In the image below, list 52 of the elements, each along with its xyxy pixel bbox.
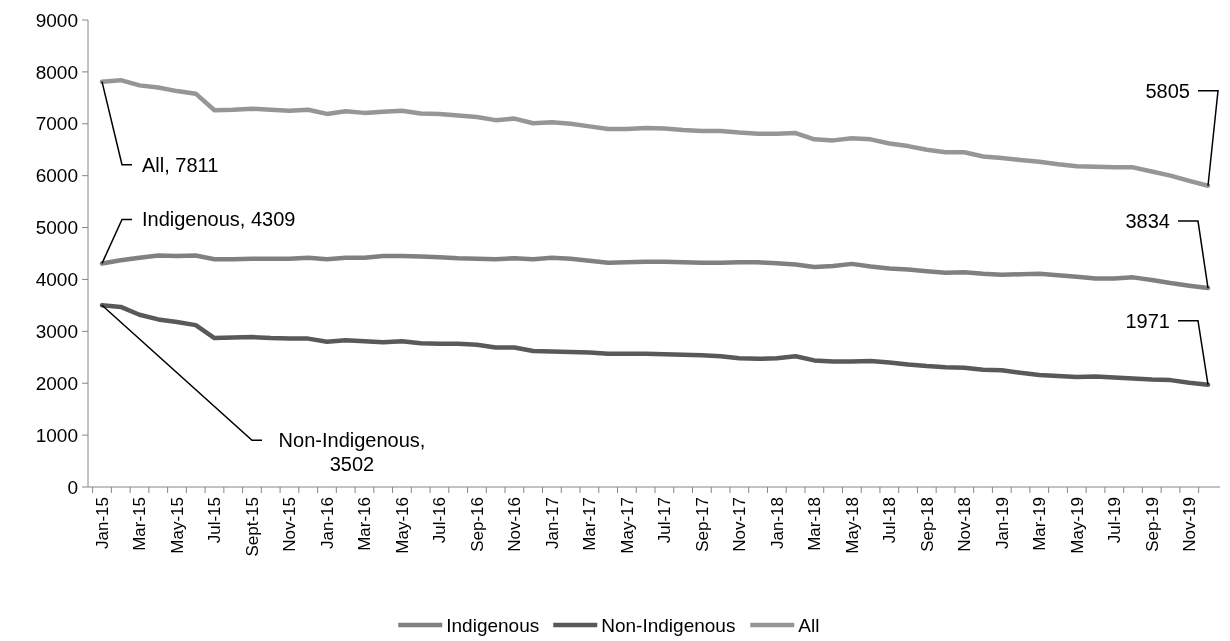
data-label: 5805 <box>1145 79 1190 102</box>
x-tick-label: Mar-16 <box>355 497 375 551</box>
legend-label: Non-Indigenous <box>601 614 736 636</box>
y-tick-label: 3000 <box>35 320 78 342</box>
data-label: All, 7811 <box>142 153 219 176</box>
x-tick-label: May-16 <box>392 497 412 554</box>
legend-label: Indigenous <box>446 614 540 636</box>
x-tick-label: Nov-19 <box>1180 497 1200 552</box>
line-series <box>99 253 1211 291</box>
x-tick-label: May-19 <box>1067 497 1087 554</box>
x-tick-label: Mar-17 <box>580 497 600 551</box>
x-tick-label: Sep-17 <box>692 497 712 552</box>
data-label: 3834 <box>1125 210 1170 233</box>
y-tick-label: 9000 <box>35 9 78 31</box>
y-tick-label: 2000 <box>35 372 78 394</box>
x-tick-label: May-18 <box>842 497 862 554</box>
data-label: 1971 <box>1125 309 1170 332</box>
data-label: Non-Indigenous, 3502 <box>278 429 426 476</box>
line-series <box>99 77 1211 189</box>
x-tick-label: Mar-15 <box>130 497 150 551</box>
x-tick-label: Jul-19 <box>1105 497 1125 544</box>
x-tick-label: Jan-17 <box>542 497 562 549</box>
x-tick-label: Nov-18 <box>955 497 975 552</box>
x-tick-label: Mar-19 <box>1030 497 1050 551</box>
x-tick-label: Mar-18 <box>805 497 825 551</box>
x-tick-label: Sept-15 <box>242 497 262 557</box>
x-tick-label: May-17 <box>617 497 637 554</box>
y-tick-label: 0 <box>67 476 78 498</box>
legend-label: All <box>798 614 820 636</box>
x-tick-label: Jan-15 <box>92 497 112 549</box>
x-tick-label: Jan-19 <box>992 497 1012 549</box>
x-tick-label: Sep-16 <box>467 497 487 552</box>
x-tick-label: Nov-17 <box>730 497 750 552</box>
x-tick-label: Jul-18 <box>880 497 900 544</box>
x-tick-label: Jan-16 <box>317 497 337 549</box>
y-tick-label: 5000 <box>35 217 78 239</box>
x-tick-label: May-15 <box>167 497 187 554</box>
y-tick-label: 7000 <box>35 113 78 135</box>
x-tick-label: Sep-18 <box>917 497 937 552</box>
x-tick-label: Sep-19 <box>1142 497 1162 552</box>
x-tick-label: Jan-18 <box>767 497 787 549</box>
x-tick-label: Jul-16 <box>430 497 450 544</box>
x-tick-label: Jul-15 <box>205 497 225 544</box>
x-tick-label: Nov-15 <box>280 497 300 552</box>
data-label: Indigenous, 4309 <box>142 208 296 231</box>
y-tick-label: 6000 <box>35 165 78 187</box>
y-tick-label: 1000 <box>35 424 78 446</box>
line-series <box>99 303 1211 387</box>
y-tick-label: 4000 <box>35 269 78 291</box>
x-tick-label: Jul-17 <box>655 497 675 544</box>
y-tick-label: 8000 <box>35 61 78 83</box>
x-tick-label: Nov-16 <box>505 497 525 552</box>
